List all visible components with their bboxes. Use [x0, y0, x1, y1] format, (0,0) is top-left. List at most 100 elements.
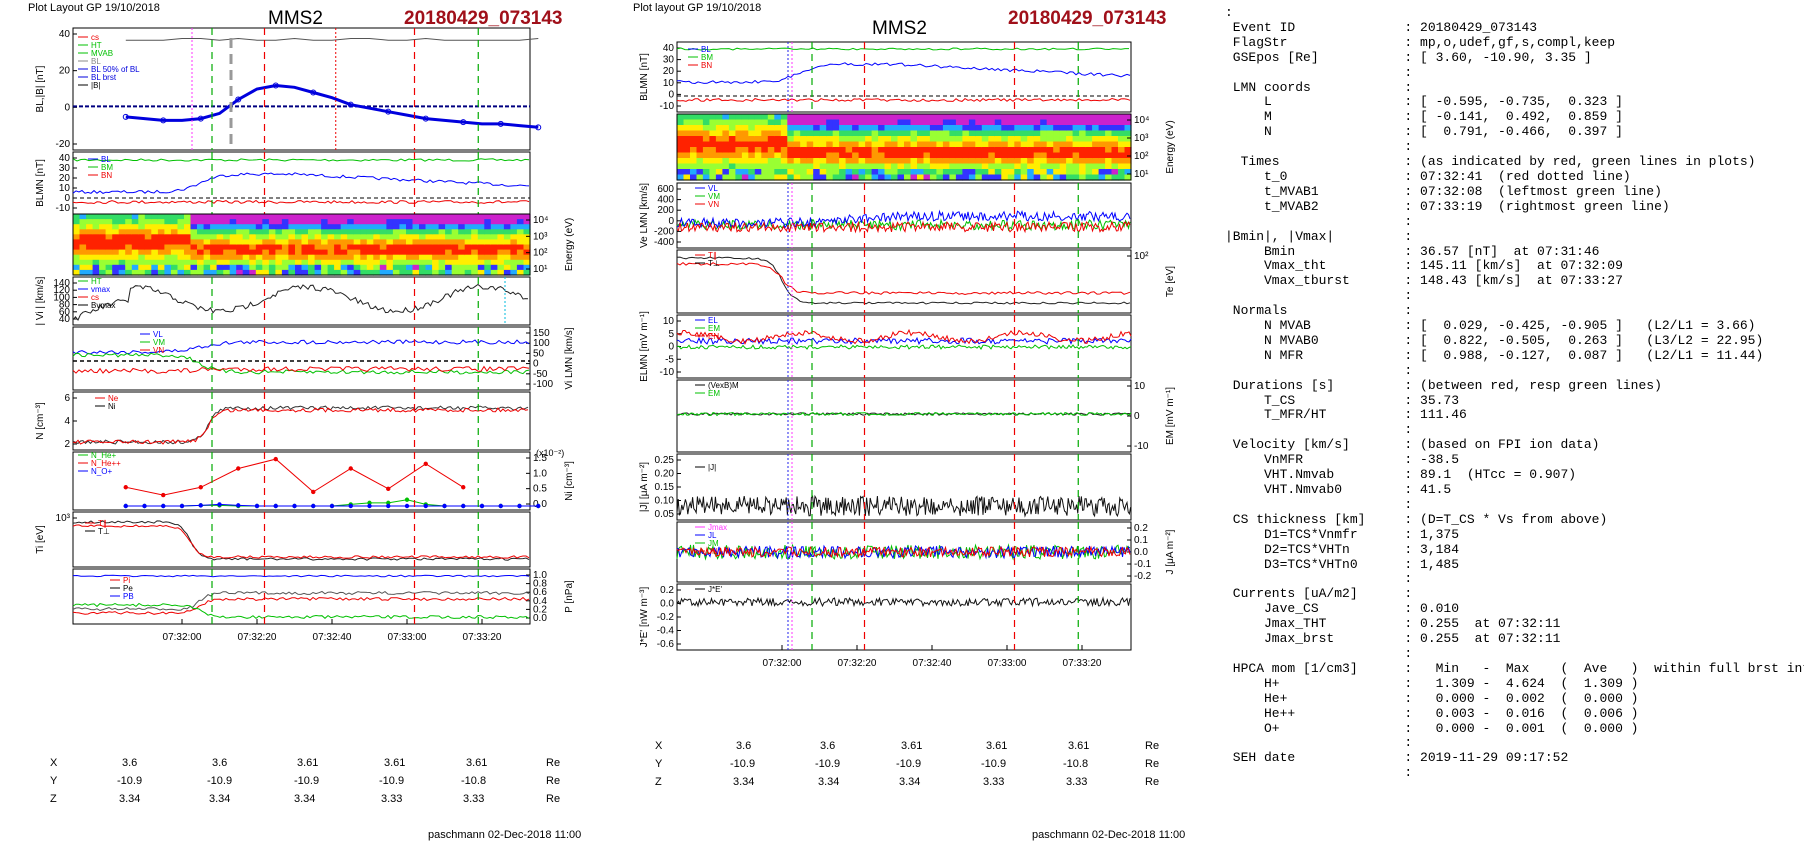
left-ion-spectrogram-pixel — [308, 254, 316, 261]
left-ion-spectrogram-pixel — [334, 224, 342, 230]
left-ion-spectrogram-pixel — [412, 214, 420, 220]
right-electron-spectrogram-pixel — [722, 130, 730, 137]
right-blmn-panel-ytick-label: -10 — [660, 101, 675, 112]
left-hpca-point — [161, 503, 166, 509]
left-p-panel-ytick-right-label: 0.0 — [533, 613, 547, 624]
left-ion-spectrogram-pixel — [73, 264, 81, 271]
left-bl-panel-ylabel: BL,|B| [nT] — [35, 65, 46, 112]
right-electron-spectrogram-pixel — [800, 147, 808, 154]
right-electron-spectrogram-pixel — [942, 119, 950, 126]
right-electron-spectrogram-pixel — [677, 152, 685, 159]
right-electron-spectrogram-pixel — [904, 125, 912, 132]
right-electron-spectrogram-pixel — [1079, 174, 1087, 181]
right-electron-spectrogram-pixel — [754, 174, 762, 181]
right-electron-spectrogram-pixel — [690, 174, 698, 181]
left-ion-spectrogram-pixel — [412, 239, 420, 246]
left-ion-spectrogram-pixel — [425, 259, 433, 266]
left-ion-spectrogram-pixel — [105, 254, 113, 261]
right-electron-spectrogram-pixel — [826, 147, 834, 154]
right-electron-spectrogram-pixel — [1001, 158, 1009, 165]
left-ion-spectrogram-pixel — [86, 259, 94, 266]
left-ion-spectrogram-pixel — [445, 254, 453, 261]
left-ion-spectrogram-pixel — [223, 264, 231, 271]
right-electron-spectrogram-pixel — [722, 163, 730, 170]
left-ion-spectrogram-pixel — [216, 249, 224, 256]
left-ion-spectrogram-pixel — [360, 269, 368, 276]
right-electron-spectrogram-pixel — [929, 158, 937, 165]
right-electron-spectrogram-pixel — [1001, 147, 1009, 154]
right-electron-spectrogram-pixel — [1092, 141, 1100, 148]
left-ion-spectrogram-pixel — [118, 244, 126, 251]
left-ion-spectrogram-pixel — [236, 254, 244, 261]
info-line: Velocity [km/s] : (based on FPI ion data… — [1225, 437, 1600, 453]
left-ion-spectrogram-pixel — [451, 224, 459, 230]
left-ion-spectrogram-pixel — [451, 249, 459, 256]
left-ion-spectrogram-pixel — [79, 219, 87, 225]
right-electron-spectrogram-pixel — [904, 119, 912, 126]
right-electron-spectrogram-pixel — [709, 136, 717, 143]
left-ion-spectrogram-pixel — [471, 244, 479, 251]
right-electron-spectrogram-pixel — [748, 147, 756, 154]
left-ion-spectrogram-pixel — [288, 259, 296, 266]
left-ion-spectrogram-pixel — [86, 224, 94, 230]
left-ion-spectrogram-axes-ytick-right-label: 10² — [533, 248, 548, 259]
right-electron-spectrogram-pixel — [813, 163, 821, 170]
right-pos-y-4: -10.9 — [981, 758, 1007, 770]
right-electron-spectrogram-pixel — [826, 114, 834, 121]
left-ion-spectrogram-pixel — [399, 214, 407, 220]
right-electron-spectrogram-pixel — [748, 119, 756, 126]
right-electron-spectrogram-pixel — [683, 163, 691, 170]
right-electron-spectrogram-pixel — [1053, 125, 1061, 132]
left-ion-spectrogram-pixel — [164, 249, 172, 256]
right-electron-spectrogram-pixel — [988, 152, 996, 159]
left-vilmn-panel-ytick-right-label: 100 — [533, 338, 550, 349]
right-elmn-el-series — [676, 336, 1132, 346]
right-electron-spectrogram-pixel — [696, 141, 704, 148]
left-ion-spectrogram-pixel — [366, 254, 374, 261]
left-bl-point — [385, 108, 392, 115]
right-electron-spectrogram-pixel — [1046, 130, 1054, 137]
right-electron-spectrogram-pixel — [826, 136, 834, 143]
left-ion-spectrogram-pixel — [484, 214, 492, 220]
left-ion-spectrogram-pixel — [131, 254, 139, 261]
left-ti-panel-ytick-label: 10³ — [56, 513, 71, 524]
left-hpca-point — [404, 497, 410, 502]
right-electron-spectrogram-pixel — [806, 130, 814, 137]
left-ion-spectrogram-pixel — [445, 224, 453, 230]
left-ion-spectrogram-pixel — [262, 259, 270, 266]
right-electron-spectrogram-pixel — [891, 158, 899, 165]
left-ion-spectrogram-pixel — [445, 244, 453, 251]
left-ion-spectrogram-pixel — [210, 264, 218, 271]
left-ion-spectrogram-pixel — [432, 254, 440, 261]
right-electron-spectrogram-pixel — [813, 169, 821, 176]
right-electron-spectrogram-pixel — [787, 130, 795, 137]
left-ion-spectrogram-pixel — [125, 269, 133, 276]
right-electron-spectrogram-pixel — [1124, 141, 1132, 148]
right-electron-spectrogram-pixel — [1124, 163, 1132, 170]
right-electron-spectrogram-pixel — [929, 136, 937, 143]
left-ion-spectrogram-pixel — [366, 269, 374, 276]
left-ion-spectrogram-pixel — [445, 239, 453, 246]
left-ion-spectrogram-pixel — [464, 269, 472, 276]
right-plot-footer: paschmann 02-Dec-2018 11:00 — [1032, 829, 1186, 841]
right-electron-spectrogram-pixel — [741, 147, 749, 154]
left-ion-spectrogram-pixel — [327, 269, 335, 276]
right-electron-spectrogram-pixel — [735, 125, 743, 132]
right-electron-spectrogram-pixel — [774, 147, 782, 154]
left-pos-x-5: 3.61 — [466, 757, 488, 769]
left-ion-spectrogram-pixel — [281, 224, 289, 230]
info-line: VHT.Nmvab0 : 41.5 — [1225, 482, 1452, 497]
left-ion-spectrogram-pixel — [353, 264, 361, 271]
left-ion-spectrogram-pixel — [236, 259, 244, 266]
right-electron-spectrogram-pixel — [871, 147, 879, 154]
left-ion-spectrogram-pixel — [340, 249, 348, 256]
left-ion-spectrogram-pixel — [242, 214, 250, 220]
left-ion-spectrogram-pixel — [184, 214, 192, 220]
left-bl-series — [125, 83, 539, 129]
left-bl-panel-frame — [72, 27, 531, 151]
right-blmn-bm-series — [676, 47, 1129, 51]
right-electron-spectrogram-pixel — [767, 152, 775, 159]
left-ion-spectrogram-pixel — [327, 224, 335, 230]
left-ion-spectrogram-axes-ytick-right-label: 10⁴ — [533, 215, 548, 226]
left-ion-spectrogram-pixel — [484, 224, 492, 230]
